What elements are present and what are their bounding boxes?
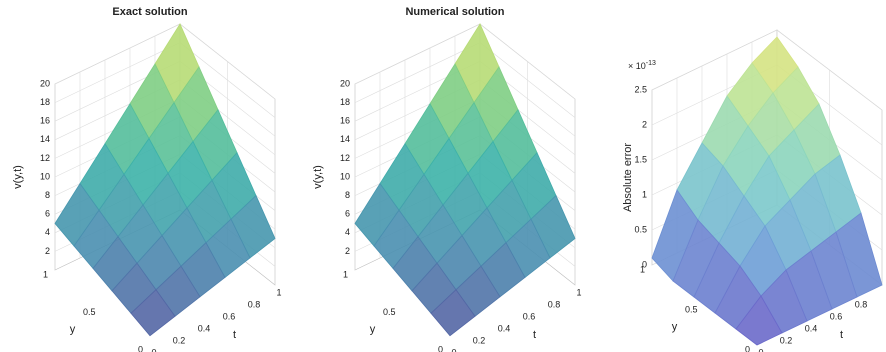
z-tick-label: 2.5	[634, 84, 647, 94]
z-tick-label: 20	[40, 78, 50, 88]
t-tick-label: 0.4	[498, 323, 511, 333]
t-tick-label: 0.6	[223, 311, 236, 321]
y-axis-label: y	[370, 323, 376, 335]
surface-patch	[735, 295, 783, 346]
y-tick-label: 0.5	[383, 307, 396, 317]
z-tick-label: 1.5	[634, 154, 647, 164]
z-tick-label: 12	[40, 153, 50, 163]
z-multiplier: × 10-13	[628, 60, 656, 72]
t-tick-label: 0	[758, 347, 763, 352]
multiplier: × 10	[628, 61, 646, 71]
t-tick-label: 0.6	[523, 311, 536, 321]
panel-title: Exact solution	[112, 6, 187, 18]
z-tick-label: 20	[340, 78, 350, 88]
z-tick-label: 8	[45, 190, 50, 200]
t-tick-label: 0.2	[473, 335, 486, 345]
t-tick-label: 0.4	[198, 323, 211, 333]
t-tick-label: 0.2	[173, 335, 186, 345]
exponent: -13	[646, 60, 656, 67]
y-tick-label: 0	[138, 344, 143, 352]
z-tick-label: 16	[340, 116, 350, 126]
z-tick-label: 6	[345, 209, 350, 219]
z-axis-label: Absolute error	[622, 143, 634, 212]
z-tick-label: 0.5	[634, 224, 647, 234]
y-tick-label: 1	[640, 264, 645, 274]
z-tick-label: 0	[642, 259, 647, 269]
t-tick-label: 0.8	[548, 299, 561, 309]
z-tick-label: 18	[340, 97, 350, 107]
z-tick-label: 4	[45, 227, 50, 237]
y-tick-label: 0.5	[685, 304, 698, 314]
y-axis-label: y	[672, 321, 678, 333]
t-tick-label: 0	[451, 347, 456, 352]
y-tick-label: 0.5	[83, 307, 96, 317]
t-tick-label: 0.4	[805, 323, 818, 333]
t-tick-label: 0.2	[780, 335, 793, 345]
z-axis-label: v(y,t)	[12, 165, 24, 189]
surface-patch	[130, 289, 176, 337]
surface-patch	[430, 289, 476, 337]
t-tick-label: 0.6	[830, 311, 843, 321]
z-tick-label: 2	[45, 246, 50, 256]
z-tick-label: 18	[40, 97, 50, 107]
y-axis-label: y	[70, 323, 76, 335]
z-tick-label: 2	[345, 246, 350, 256]
z-tick-label: 16	[40, 116, 50, 126]
z-tick-label: 12	[340, 153, 350, 163]
y-tick-label: 0	[745, 344, 750, 352]
z-axis-label: v(y,t)	[312, 165, 324, 189]
panel-title: Numerical solution	[405, 6, 504, 18]
z-tick-label: 8	[345, 190, 350, 200]
z-tick-label: 14	[340, 134, 350, 144]
z-tick-label: 4	[345, 227, 350, 237]
t-tick-label: 0	[151, 347, 156, 352]
y-tick-label: 1	[43, 269, 48, 279]
y-tick-label: 1	[343, 269, 348, 279]
y-tick-label: 0	[438, 344, 443, 352]
z-tick-label: 6	[45, 209, 50, 219]
z-tick-label: 14	[40, 134, 50, 144]
t-tick-label: 1	[276, 287, 281, 297]
z-tick-label: 10	[40, 171, 50, 181]
t-axis-label: t	[233, 329, 236, 341]
t-tick-label: 0.8	[855, 299, 868, 309]
t-axis-label: t	[533, 329, 536, 341]
t-tick-label: 1	[576, 287, 581, 297]
t-axis-label: t	[840, 329, 843, 341]
z-tick-label: 1	[642, 189, 647, 199]
t-tick-label: 0.8	[248, 299, 261, 309]
z-tick-label: 2	[642, 119, 647, 129]
z-tick-label: 10	[340, 171, 350, 181]
